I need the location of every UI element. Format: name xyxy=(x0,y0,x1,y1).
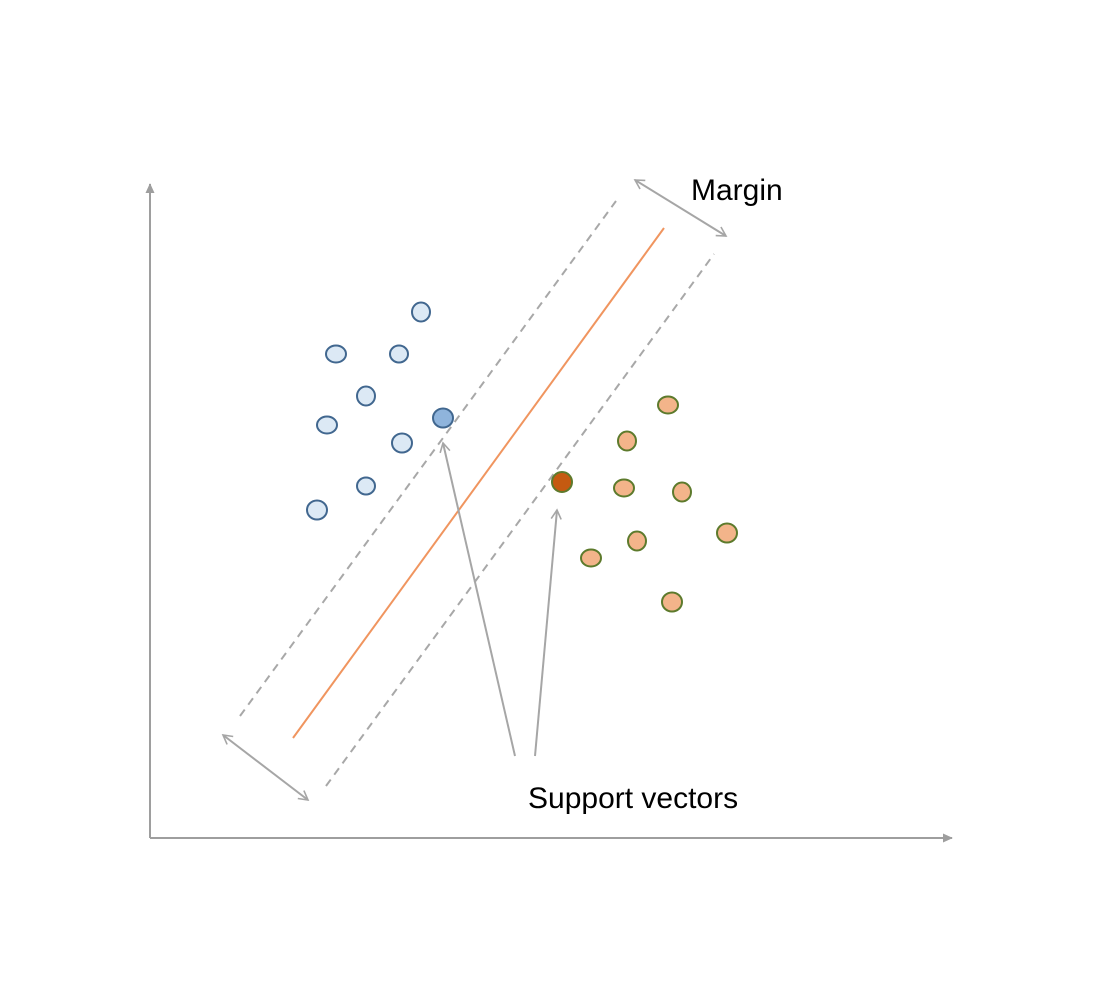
margin-width-arrow-bottom xyxy=(221,733,310,802)
margin-label: Margin xyxy=(691,174,783,207)
axes xyxy=(145,183,953,843)
class-b-point xyxy=(716,522,738,544)
separating-hyperplane xyxy=(292,227,665,739)
class-b-point xyxy=(661,591,683,613)
class-a-points xyxy=(306,301,454,521)
support-vectors-label: Support vectors xyxy=(528,782,738,815)
margin-boundaries xyxy=(239,200,715,787)
class-a-point xyxy=(356,385,376,407)
margin-width-arrow-top xyxy=(633,179,728,237)
upper-margin-line xyxy=(239,200,617,717)
class-b-support-vector xyxy=(551,471,573,493)
class-b-point xyxy=(657,395,679,415)
class-b-point xyxy=(580,548,602,568)
class-a-point xyxy=(316,415,338,435)
lower-margin-line xyxy=(325,253,715,787)
class-a-point xyxy=(325,344,347,364)
class-a-point xyxy=(356,476,376,496)
class-a-point xyxy=(306,499,328,521)
class-b-point xyxy=(617,430,637,452)
support-vector-arrow-orange xyxy=(534,508,562,757)
class-a-support-vector xyxy=(432,407,454,429)
class-a-point xyxy=(411,301,431,323)
class-a-point xyxy=(389,344,409,364)
class-b-point xyxy=(613,478,635,498)
class-b-point xyxy=(672,481,692,503)
class-a-point xyxy=(391,432,413,454)
support-vector-arrow-blue xyxy=(439,441,516,757)
class-b-point xyxy=(627,530,647,552)
class-b-points xyxy=(551,395,738,613)
